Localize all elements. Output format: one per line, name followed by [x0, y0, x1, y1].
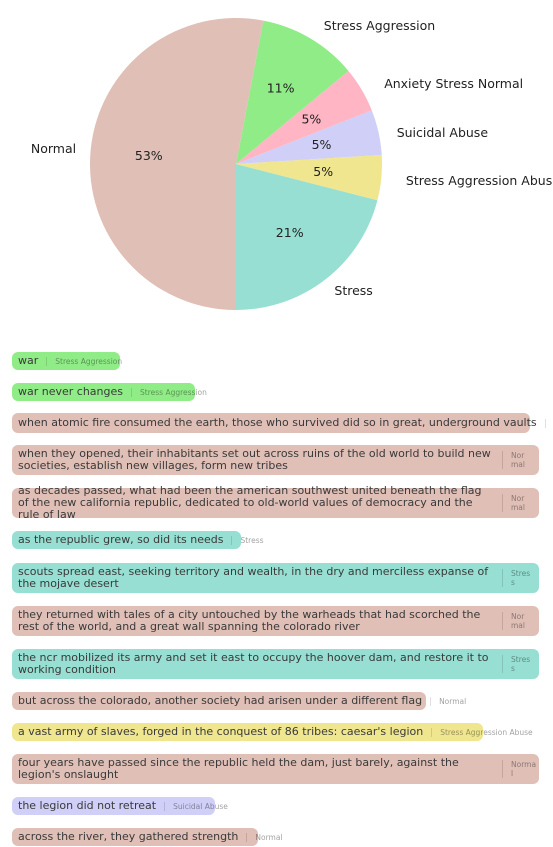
sentence-label: Nor mal: [502, 494, 533, 512]
sentence-label: Nor mal: [502, 451, 533, 469]
pie-category-label: Stress: [334, 283, 372, 298]
sentence-tag: war Stress Aggression: [12, 352, 122, 370]
sentence-label: Norma l: [502, 760, 536, 778]
sentence-text: as decades passed, what had been the ame…: [18, 484, 482, 521]
sentence-text: as the republic grew, so did its needs: [18, 533, 224, 546]
pie-slice-stress: [236, 164, 378, 310]
sentence-text: but across the colorado, another society…: [18, 694, 423, 707]
pie-slice-normal: [89, 17, 264, 311]
sentence-text: the legion did not retreat: [18, 799, 157, 812]
sentence-text: war: [18, 354, 39, 367]
sentence-tag: they returned with tales of a city untou…: [12, 606, 539, 636]
sentence-label: Stress Aggression Abuse: [431, 727, 533, 737]
sentence-label: Stres s: [502, 569, 533, 587]
pie-chart: 11% Stress Aggression 53% Normal 21% Stress 5%…: [31, 17, 553, 311]
pie-category-label: Normal: [31, 141, 76, 156]
sentence-tag: when atomic fire consumed the earth, tho…: [12, 413, 546, 433]
sentence-tag: scouts spread east, seeking territory an…: [12, 563, 539, 593]
sentence-tag: the ncr mobilized its army and set it ea…: [12, 649, 539, 679]
pie-slice-suicidal-abuse: [236, 110, 382, 164]
sentence-tag: war never changes Stress Aggression: [12, 383, 207, 401]
pie-percent-label: 5%: [301, 111, 321, 126]
sentence-label: Normal: [430, 696, 466, 706]
sentence-label: Stress: [231, 535, 264, 545]
pie-category-label: Anxiety Stress Normal: [384, 76, 523, 91]
pie-category-label: Stress Aggression: [324, 18, 435, 33]
sentence-label: Normal: [246, 832, 283, 842]
sentence-tag: the legion did not retreat Suicidal Abuse: [12, 797, 228, 815]
sentence-tag: as decades passed, what had been the ame…: [12, 484, 539, 521]
sentence-text: across the river, they gathered strength: [18, 830, 239, 843]
sentence-tag: as the republic grew, so did its needs St…: [12, 531, 264, 549]
sentence-tag: across the river, they gathered strength…: [12, 828, 283, 846]
sentence-text: when atomic fire consumed the earth, tho…: [18, 416, 537, 429]
pie-category-label: Stress Aggression Abuse: [406, 173, 553, 188]
sentence-tag: four years have passed since the republi…: [12, 754, 539, 784]
pie-percent-label: 11%: [267, 81, 295, 96]
pie-category-label: Suicidal Abuse: [397, 125, 489, 140]
pie-percent-label: 53%: [135, 148, 163, 163]
pie-percent-label: 5%: [313, 164, 333, 179]
sentence-tag: but across the colorado, another society…: [12, 692, 466, 710]
sentence-text: they returned with tales of a city untou…: [18, 608, 481, 633]
sentence-label: Stress Aggression: [131, 387, 207, 397]
sentence-label: Stress Aggression: [46, 356, 122, 366]
sentence-label: Stres s: [502, 655, 533, 673]
pie-slice-anxiety-stress-normal: [236, 70, 372, 164]
pie-percent-label: 5%: [312, 137, 332, 152]
sentence-label: Normal: [544, 418, 553, 428]
pie-slice-stress-aggression-abuse: [236, 154, 382, 201]
sentence-tag: a vast army of slaves, forged in the con…: [12, 723, 533, 741]
pie-slice-stress-aggression: [236, 20, 349, 165]
pie-percent-label: 21%: [276, 225, 304, 240]
sentence-label: Suicidal Abuse: [164, 801, 228, 811]
sentence-tag: when they opened, their inhabitants set …: [12, 445, 539, 475]
sentence-label: Nor mal: [502, 612, 533, 630]
sentence-text: when they opened, their inhabitants set …: [18, 447, 491, 472]
sentence-text: the ncr mobilized its army and set it ea…: [18, 651, 489, 676]
sentence-text: scouts spread east, seeking territory an…: [18, 565, 489, 590]
sentence-text: a vast army of slaves, forged in the con…: [18, 725, 424, 738]
sentence-text: war never changes: [18, 385, 124, 398]
sentence-text: four years have passed since the republi…: [18, 756, 459, 781]
